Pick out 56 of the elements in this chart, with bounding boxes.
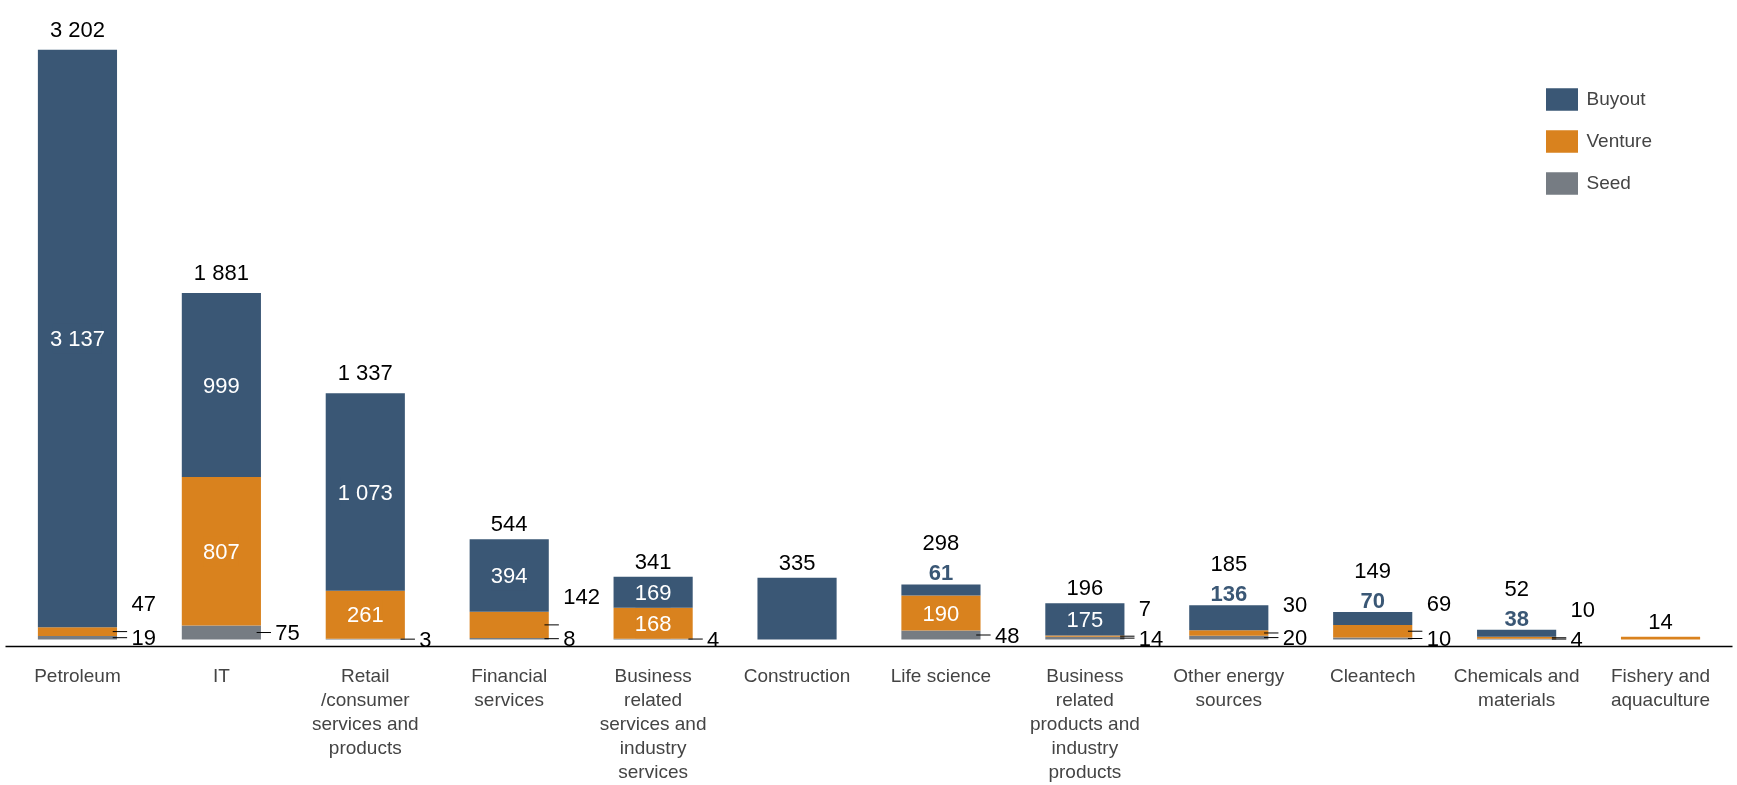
x-tick-label: Financial services [471,664,548,710]
data-label: 175 [1066,606,1104,632]
data-label: 190 [922,600,960,626]
legend-label: Buyout [1586,88,1646,110]
data-label: 999 [203,372,240,398]
data-label: 3 137 [49,326,105,351]
legend-label: Seed [1586,172,1631,194]
data-label: 61 [928,560,954,586]
x-tick-label: Business related products and industry products [1029,664,1140,783]
x-tick-label: Retail /consumer services and products [311,664,419,758]
total-label: 335 [778,549,816,575]
data-label: 261 [346,602,384,628]
total-label: 298 [922,530,960,556]
total-label: 185 [1210,551,1248,577]
data-label: 19 [131,625,156,651]
x-tick-label: Construction [743,664,851,686]
data-label: 394 [490,563,528,589]
data-label: 20 [1282,625,1308,651]
data-label: 14 [1138,625,1164,651]
data-label: 807 [203,538,240,564]
data-label: 48 [994,622,1020,648]
data-label: 69 [1426,590,1452,616]
data-label: 70 [1360,587,1385,613]
total-label: 14 [1648,608,1673,634]
x-tick-label: Chemicals and materials [1453,664,1580,710]
data-label: 75 [275,620,300,646]
x-tick-label: IT [212,664,231,686]
x-tick-label: Petroleum [34,664,121,686]
legend-label: Venture [1586,130,1652,152]
data-label: 1 073 [337,479,393,505]
total-label: 149 [1354,557,1392,583]
x-tick-label: Other energy sources [1173,664,1285,710]
data-label: 47 [131,591,156,617]
x-tick-label: Business related services and industry services [599,664,707,783]
x-tick-label: Fishery and aquaculture [1610,664,1711,710]
data-label: 168 [634,610,672,636]
total-label: 196 [1066,575,1104,601]
total-label: 1 337 [337,360,393,386]
x-tick-label: Cleantech [1329,664,1416,686]
data-label: 38 [1504,605,1529,631]
data-label: 10 [1570,597,1596,623]
total-label: 341 [634,548,672,574]
data-label: 169 [634,579,672,605]
total-label: 52 [1504,575,1529,601]
data-label: 4 [1570,626,1583,652]
x-tick-label: Life science [890,664,992,686]
data-label: 7 [1138,595,1152,621]
total-label: 3 202 [49,16,105,42]
total-label: 1 881 [193,260,249,286]
data-label: 4 [707,626,720,652]
data-label: 8 [563,626,576,652]
data-label: 136 [1210,581,1248,607]
total-label: 544 [490,511,528,537]
data-label: 30 [1282,592,1308,618]
data-label: 10 [1426,626,1452,651]
data-label: 142 [563,584,600,610]
